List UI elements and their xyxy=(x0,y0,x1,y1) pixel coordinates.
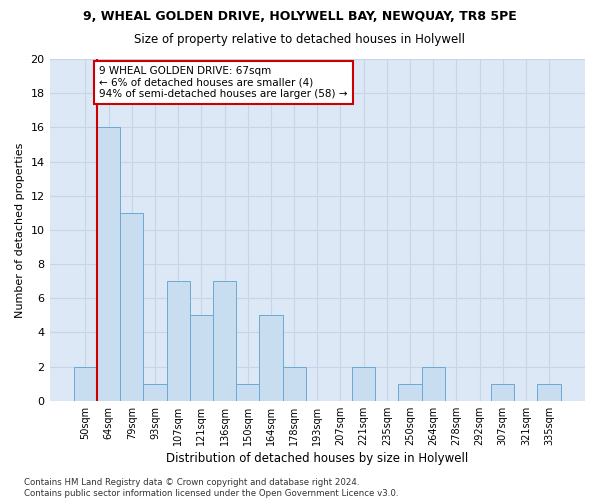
Text: 9, WHEAL GOLDEN DRIVE, HOLYWELL BAY, NEWQUAY, TR8 5PE: 9, WHEAL GOLDEN DRIVE, HOLYWELL BAY, NEW… xyxy=(83,10,517,23)
Bar xyxy=(259,316,283,401)
Bar xyxy=(236,384,259,401)
Bar xyxy=(97,128,120,401)
Y-axis label: Number of detached properties: Number of detached properties xyxy=(15,142,25,318)
Bar xyxy=(422,366,445,401)
X-axis label: Distribution of detached houses by size in Holywell: Distribution of detached houses by size … xyxy=(166,452,469,465)
Bar xyxy=(352,366,375,401)
Text: Contains HM Land Registry data © Crown copyright and database right 2024.
Contai: Contains HM Land Registry data © Crown c… xyxy=(24,478,398,498)
Bar xyxy=(491,384,514,401)
Bar xyxy=(538,384,560,401)
Bar xyxy=(283,366,305,401)
Text: 9 WHEAL GOLDEN DRIVE: 67sqm
← 6% of detached houses are smaller (4)
94% of semi-: 9 WHEAL GOLDEN DRIVE: 67sqm ← 6% of deta… xyxy=(100,66,348,99)
Bar xyxy=(167,281,190,401)
Bar xyxy=(213,281,236,401)
Bar xyxy=(120,213,143,401)
Bar xyxy=(143,384,167,401)
Bar xyxy=(190,316,213,401)
Text: Size of property relative to detached houses in Holywell: Size of property relative to detached ho… xyxy=(134,32,466,46)
Bar xyxy=(398,384,422,401)
Bar xyxy=(74,366,97,401)
